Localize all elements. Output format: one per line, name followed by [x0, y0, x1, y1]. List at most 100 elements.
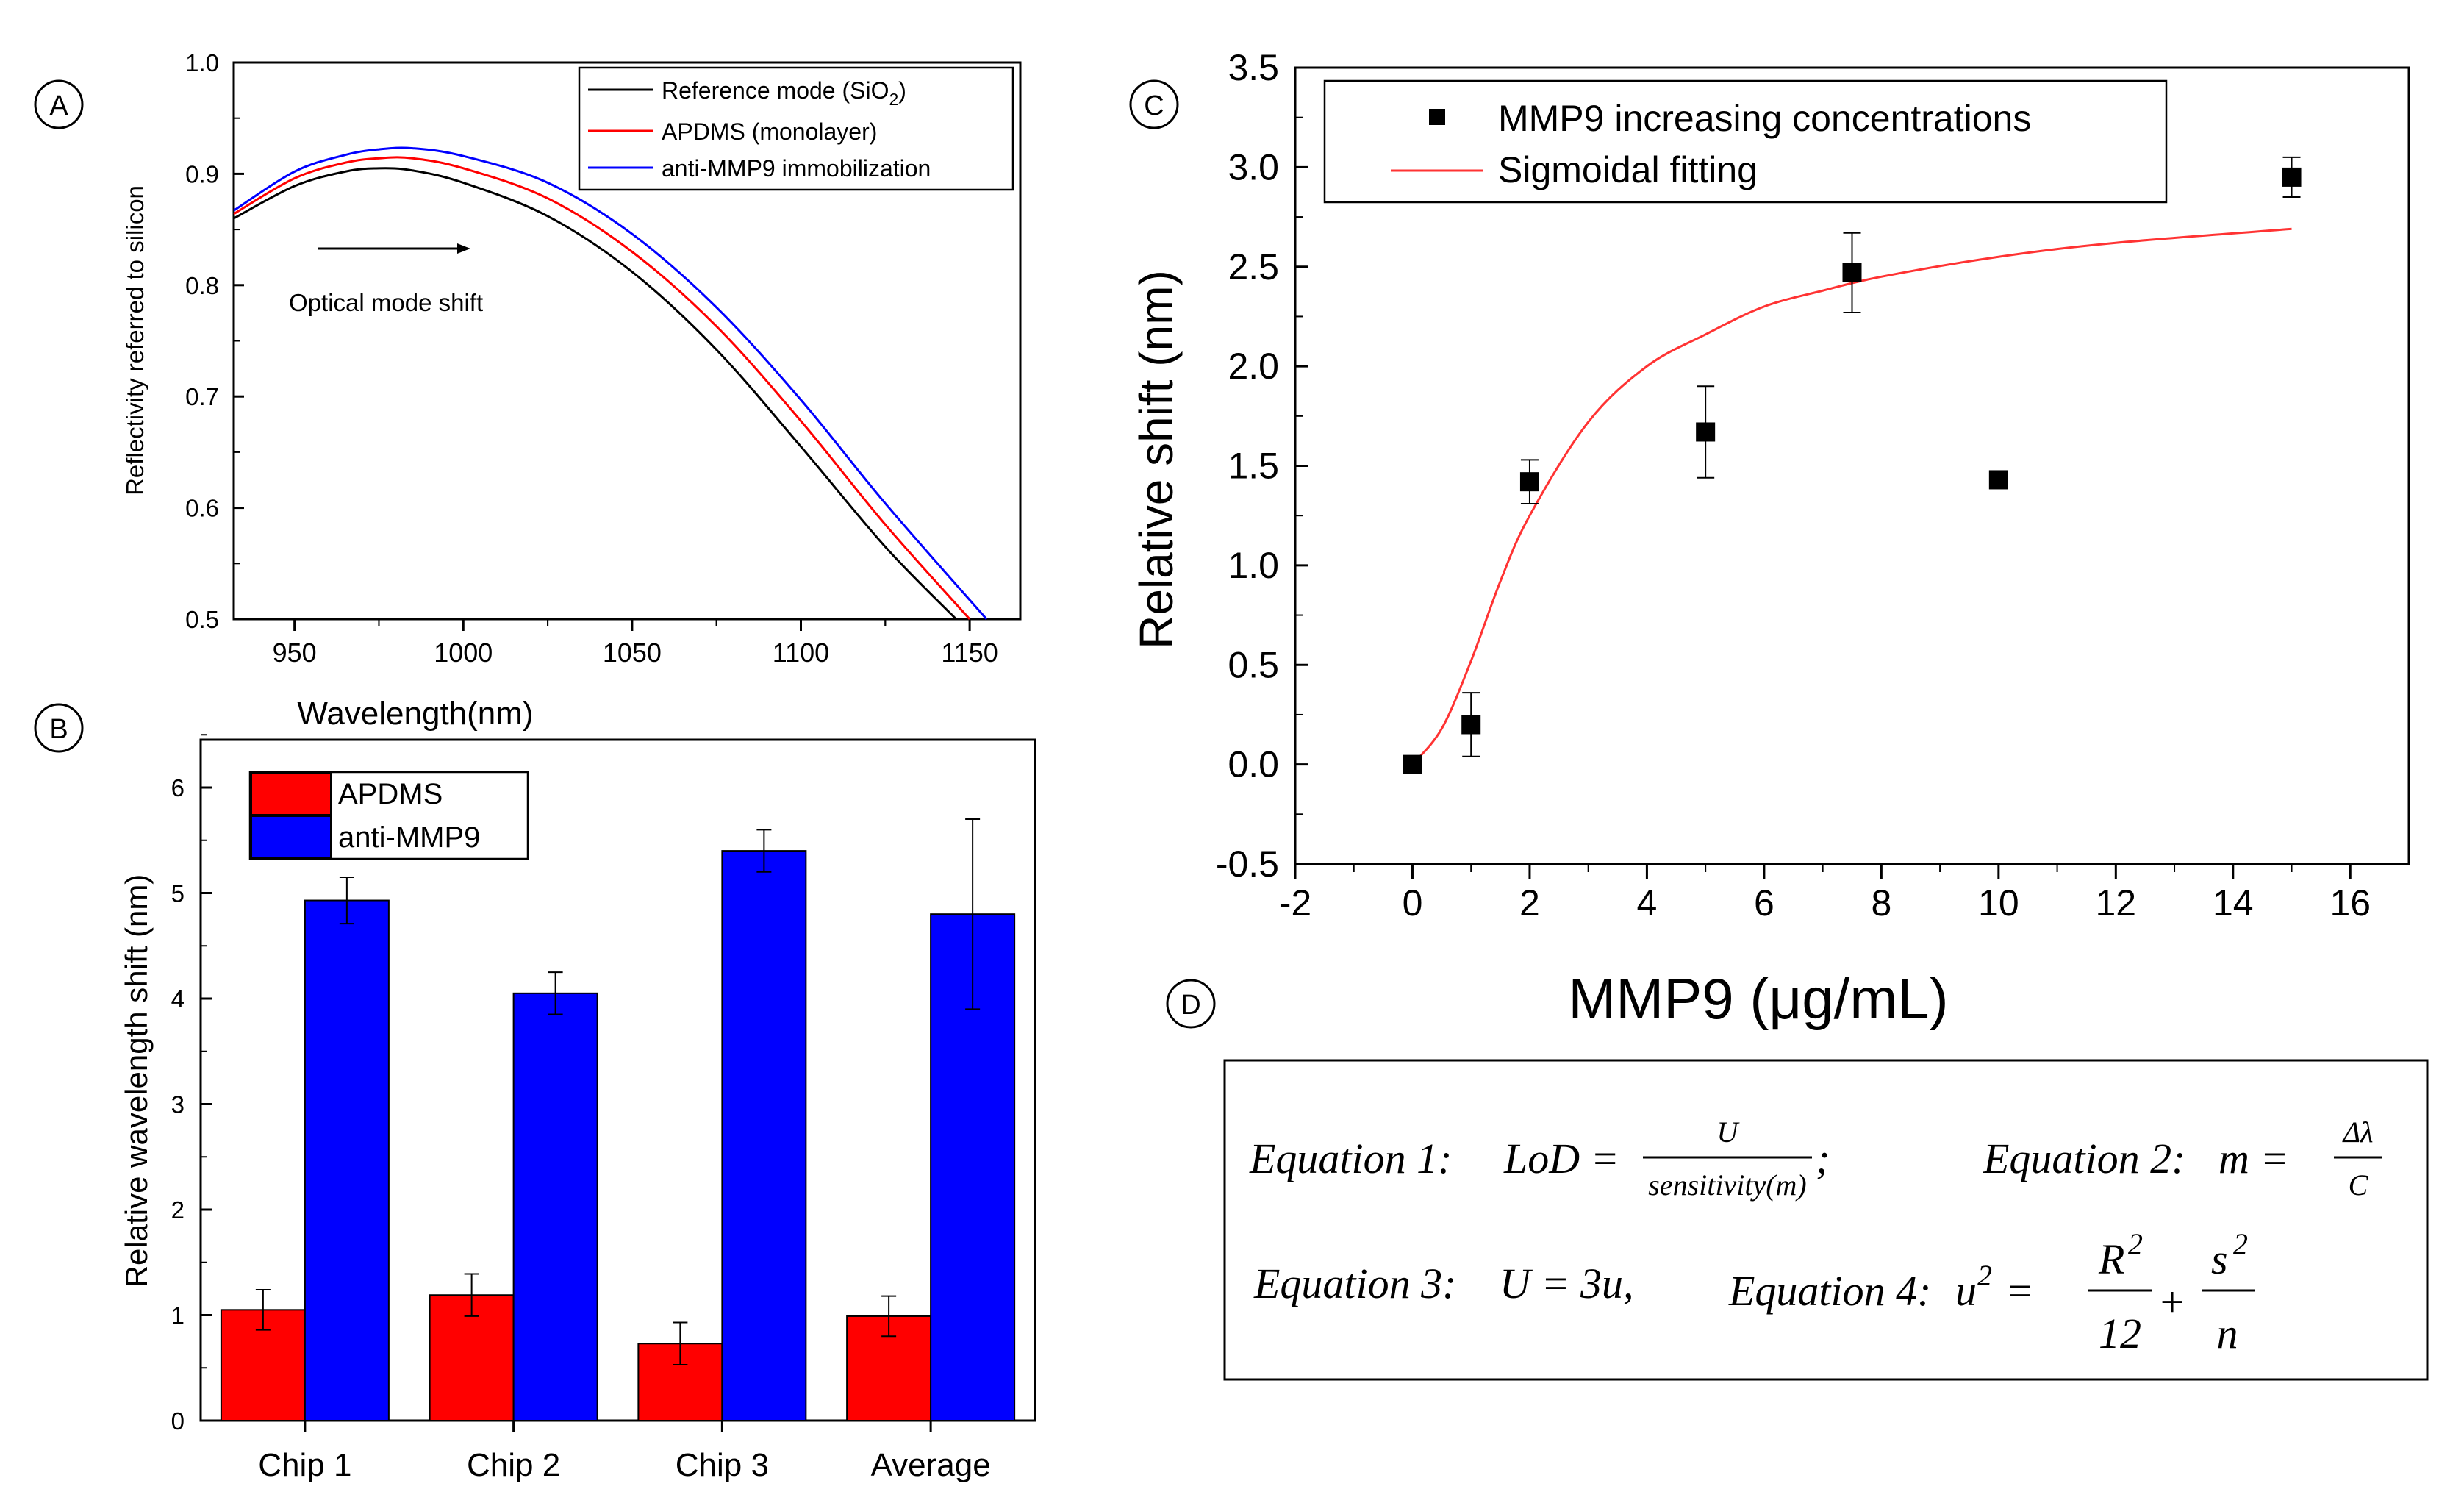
chart-b-xtick-label: Chip 1 [258, 1447, 351, 1483]
chart-c-ytick-label: 3.5 [1228, 47, 1279, 88]
chart-c-y-axis: -0.5 0.0 0.5 1.0 1.5 2.0 2.5 3.0 3.5 [1216, 47, 1308, 885]
equation-box [1223, 1059, 2429, 1381]
chart-a-annotation: Optical mode shift [289, 289, 483, 316]
chart-c-xtick-label: 16 [2329, 882, 2371, 924]
eq4-title: Equation 4: [1728, 1267, 1931, 1315]
chart-a-line-antimmp9 [233, 146, 988, 620]
eq2-numerator: Δλ [2342, 1115, 2374, 1149]
legend-b-apdms: APDMS [338, 778, 443, 810]
panel-c: C -0.5 0.0 0.5 1.0 1.5 2.0 2.5 3.0 3.5 -2 0 2 4 6 8 10… [1129, 47, 2410, 1031]
shift-arrow-head [457, 243, 470, 254]
eq4-equals: = [2005, 1267, 2034, 1315]
chart-b-xtick-label: Average [871, 1447, 991, 1483]
chart-c-xtick-label: 4 [1637, 882, 1658, 924]
legend-b-swatch-apdms [251, 773, 332, 815]
chart-c-ytick-label: 1.0 [1228, 545, 1279, 586]
panel-c-badge [1129, 79, 1179, 129]
chart-a-ylabel: Reflectivity referred to silicon [121, 185, 148, 496]
equation-4: Equation 4: u 2 = R 2 12 + s 2 n [1728, 1227, 2255, 1357]
chart-a-xtick-label: 950 [273, 638, 317, 668]
chart-c-xtick-label: 14 [2213, 882, 2254, 924]
chart-c-ylabel: Relative shift (nm) [1130, 270, 1183, 649]
chart-b-ytick-label: 3 [171, 1091, 185, 1118]
eq1-semicolon: ; [1816, 1135, 1830, 1182]
chart-c-point [1461, 715, 1481, 735]
eq2-denominator: C [2349, 1168, 2369, 1202]
chart-c-xtick-label: 6 [1754, 882, 1774, 924]
chart-b-ytick-label: 0 [171, 1407, 185, 1435]
eq2-lhs: m = [2218, 1135, 2289, 1182]
chart-a-y-axis: 0.5 0.6 0.7 0.8 0.9 1.0 [185, 49, 244, 633]
chart-a-ytick-label: 1.0 [185, 49, 219, 76]
panel-b-badge [34, 703, 84, 753]
eq1-title: Equation 1: [1249, 1135, 1452, 1182]
chart-c-point [2282, 167, 2302, 187]
equation-1: Equation 1: LoD = U sensitivity(m) ; [1249, 1115, 1830, 1202]
chart-c-points [1403, 156, 2302, 774]
chart-b-ytick-label: 4 [171, 985, 185, 1013]
legend-a-apdms: APDMS (monolayer) [662, 118, 877, 145]
eq1-denominator: sensitivity(m) [1648, 1168, 1807, 1202]
chart-b-legend: APDMS anti-MMP9 [248, 771, 529, 860]
eq2-title: Equation 2: [1983, 1135, 2185, 1182]
panel-b-label: B [49, 714, 68, 745]
legend-c-swatch-points [1429, 109, 1445, 125]
panel-d-label: D [1181, 990, 1200, 1021]
legend-a-antimmp9: anti-MMP9 immobilization [662, 155, 931, 182]
chart-c-legend-box [1323, 79, 2168, 204]
eq4-n: n [2217, 1310, 2238, 1357]
eq4-s: s [2211, 1235, 2228, 1283]
chart-c-xlabel: MMP9 (μg/mL) [1568, 966, 1948, 1031]
chart-b-frame [199, 738, 1036, 1422]
chart-a-x-axis: 950 1000 1050 1100 1150 [273, 619, 998, 668]
chart-a-xlabel: Wavelength(nm) [297, 696, 533, 732]
chart-a-ytick-label: 0.5 [185, 606, 219, 633]
chart-b-ytick-label: 6 [171, 774, 185, 802]
chart-b-ytick-label: 1 [171, 1302, 185, 1329]
chart-b-xtick-label: Chip 3 [676, 1447, 769, 1483]
chart-c-xtick-label: 2 [1519, 882, 1540, 924]
chart-a-series [233, 146, 988, 621]
eq4-s-power: 2 [2233, 1227, 2248, 1260]
chart-a-legend-box [578, 66, 1014, 191]
chart-c-ytick-label: 2.0 [1228, 346, 1279, 387]
chart-c-xtick-label: 8 [1871, 882, 1891, 924]
chart-b-bar-antimmp9 [721, 850, 807, 1421]
chart-c-point [1403, 754, 1422, 774]
chart-a-ytick-label: 0.7 [185, 383, 219, 410]
chart-a-xtick-label: 1100 [773, 638, 829, 668]
panel-d-badge [1166, 979, 1216, 1029]
panel-b: B 0 1 2 3 4 5 6 Chip 1 Chip 2 Chip 3 Average Rela… [34, 703, 1036, 1483]
chart-b-bar-antimmp9 [512, 992, 598, 1421]
legend-b-antimmp9: anti-MMP9 [338, 821, 480, 854]
chart-c-xtick-label: 10 [1978, 882, 2019, 924]
chart-b-bars [220, 818, 1016, 1422]
panel-a-badge [34, 79, 84, 129]
eq3-title: Equation 3: [1253, 1260, 1456, 1307]
chart-b-xtick-label: Chip 2 [467, 1447, 560, 1483]
chart-c-legend: MMP9 increasing concentrations Sigmoidal… [1323, 79, 2168, 204]
chart-c-ytick-label: 0.5 [1228, 644, 1279, 685]
chart-a-legend: Reference mode (SiO2) APDMS (monolayer) … [578, 66, 1014, 191]
legend-b-swatch-antimmp9 [251, 815, 332, 858]
chart-c-point [1519, 472, 1539, 492]
chart-b-bar-antimmp9 [304, 899, 390, 1422]
chart-a-xtick-label: 1050 [603, 638, 662, 668]
chart-c-xtick-label: -2 [1279, 882, 1311, 924]
eq4-plus: + [2157, 1278, 2186, 1326]
chart-a-ytick-label: 0.9 [185, 160, 219, 188]
chart-c-point [1988, 470, 2008, 490]
panel-c-label: C [1144, 90, 1164, 121]
chart-c-ytick-label: -0.5 [1216, 843, 1279, 885]
eq4-r: R [2098, 1235, 2124, 1283]
chart-c-xtick-label: 12 [2096, 882, 2137, 924]
chart-b-ytick-label: 2 [171, 1196, 185, 1224]
eq4-u: u [1955, 1267, 1977, 1315]
chart-a-xtick-label: 1000 [434, 638, 493, 668]
legend-c-points: MMP9 increasing concentrations [1498, 98, 2031, 139]
chart-a-xtick-label: 1150 [941, 638, 998, 668]
legend-a-reference: Reference mode (SiO2) [662, 77, 906, 109]
chart-c-point [1842, 263, 1862, 282]
eq3-body: U = 3u, [1500, 1260, 1634, 1307]
